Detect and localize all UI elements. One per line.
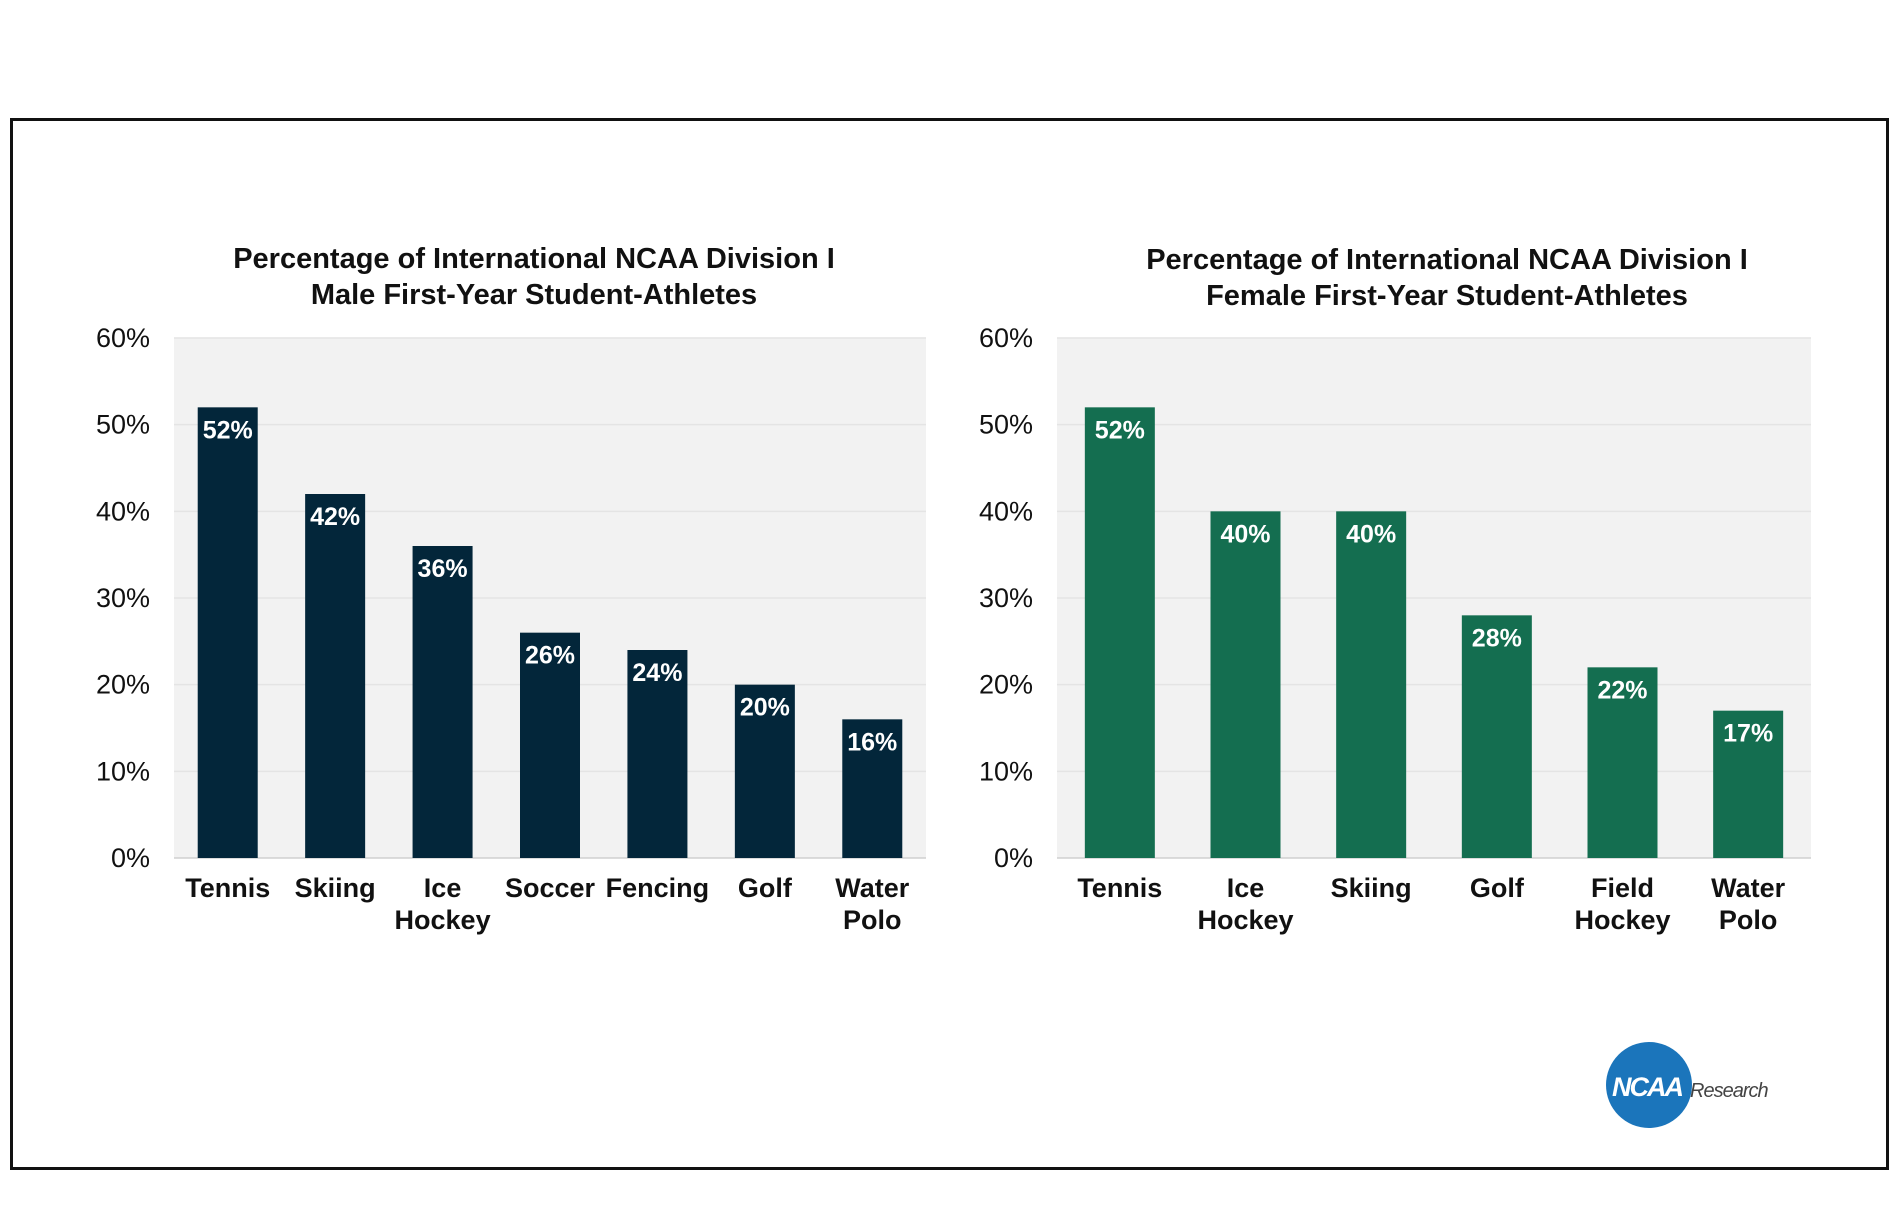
female-bar-value-label: 17%: [1723, 720, 1773, 748]
female-chart-title-line: Percentage of International NCAA Divisio…: [1146, 244, 1748, 276]
male-bar: [520, 632, 580, 858]
male-bar: [627, 650, 688, 858]
male-chart: Percentage of International NCAA Divisio…: [96, 243, 926, 935]
male-bar: [305, 494, 366, 858]
female-bar-value-label: 22%: [1597, 676, 1647, 704]
female-y-tick-label: 50%: [979, 410, 1033, 440]
male-bar-value-label: 36%: [418, 555, 468, 583]
male-y-tick-label: 30%: [96, 583, 150, 613]
female-category-label: Tennis: [1077, 873, 1162, 903]
male-bar-value-label: 16%: [847, 728, 897, 756]
male-category-label: Polo: [843, 905, 902, 935]
female-y-tick-label: 0%: [994, 843, 1033, 873]
female-category-label: Field: [1591, 873, 1654, 903]
female-category-label: Golf: [1470, 873, 1525, 903]
female-bar: [1336, 511, 1407, 858]
male-y-tick-label: 10%: [96, 756, 150, 786]
female-bar-value-label: 28%: [1472, 624, 1522, 652]
female-bar: [1461, 615, 1532, 858]
female-y-tick-label: 60%: [979, 323, 1033, 353]
male-y-tick-label: 20%: [96, 670, 150, 700]
male-bar-value-label: 26%: [525, 642, 575, 670]
male-y-tick-label: 50%: [96, 410, 150, 440]
male-category-label: Skiing: [295, 873, 376, 903]
female-y-tick-label: 40%: [979, 496, 1033, 526]
male-category-label: Soccer: [505, 873, 596, 903]
female-category-label: Water: [1711, 873, 1786, 903]
male-bar-value-label: 42%: [310, 503, 360, 531]
male-y-tick-label: 60%: [96, 323, 150, 353]
female-bar: [1210, 511, 1281, 858]
male-chart-title-line: Male First-Year Student-Athletes: [311, 279, 757, 311]
female-bar: [1713, 710, 1784, 858]
ncaa-logo-sub: Research: [1690, 1080, 1768, 1102]
male-category-label: Tennis: [185, 873, 270, 903]
female-y-tick-label: 30%: [979, 583, 1033, 613]
male-bar: [412, 546, 473, 858]
male-chart-title-line: Percentage of International NCAA Divisio…: [233, 243, 835, 275]
male-y-tick-label: 0%: [111, 843, 150, 873]
female-bar: [1084, 407, 1155, 858]
male-bar-value-label: 52%: [203, 416, 253, 444]
female-bar: [1587, 667, 1658, 858]
female-category-label: Ice: [1227, 873, 1265, 903]
male-bar: [842, 719, 903, 858]
female-y-tick-label: 10%: [979, 756, 1033, 786]
female-category-label: Hockey: [1574, 905, 1670, 935]
female-chart: Percentage of International NCAA Divisio…: [979, 244, 1811, 935]
female-y-tick-label: 20%: [979, 670, 1033, 700]
male-category-label: Hockey: [395, 905, 491, 935]
male-bar-value-label: 20%: [740, 694, 790, 722]
ncaa-logo-circle: [1606, 1042, 1692, 1128]
male-category-label: Golf: [738, 873, 793, 903]
female-category-label: Hockey: [1197, 905, 1293, 935]
female-category-label: Polo: [1719, 905, 1778, 935]
male-y-tick-label: 40%: [96, 496, 150, 526]
chart-frame: [10, 118, 1889, 1170]
male-category-label: Fencing: [606, 873, 710, 903]
male-category-label: Ice: [424, 873, 462, 903]
ncaa-research-logo: NCAA Research: [1606, 1042, 1769, 1128]
female-bar-value-label: 40%: [1346, 520, 1396, 548]
ncaa-logo-word: NCAA: [1612, 1072, 1682, 1102]
male-category-label: Water: [835, 873, 910, 903]
female-bar-value-label: 52%: [1095, 416, 1145, 444]
female-chart-title-line: Female First-Year Student-Athletes: [1206, 280, 1688, 312]
male-bar: [197, 407, 258, 858]
male-bar: [734, 684, 795, 858]
female-category-label: Skiing: [1331, 873, 1412, 903]
female-bar-value-label: 40%: [1220, 520, 1270, 548]
male-bar-value-label: 24%: [632, 659, 682, 687]
